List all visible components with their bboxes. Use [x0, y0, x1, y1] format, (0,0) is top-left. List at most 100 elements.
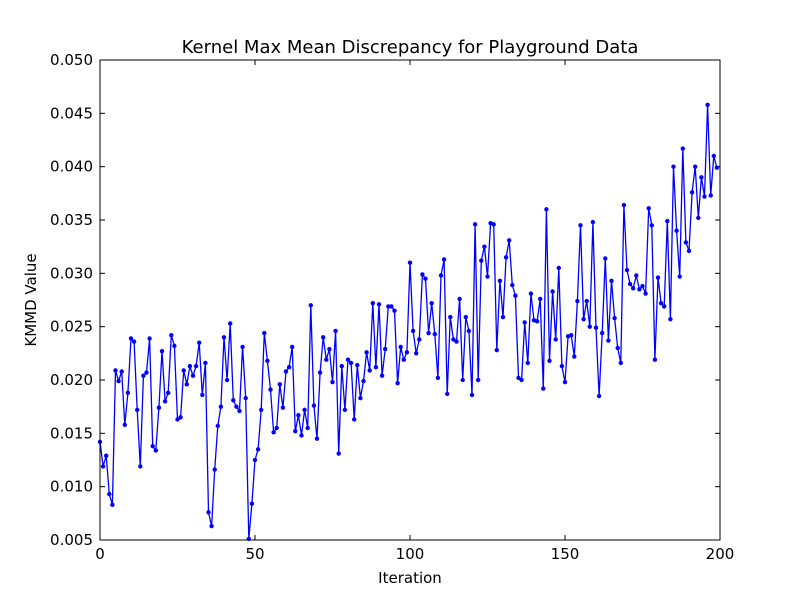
data-point	[252, 457, 258, 463]
data-point	[271, 430, 276, 435]
data-point	[131, 339, 137, 344]
data-point	[342, 407, 348, 413]
data-point	[696, 215, 701, 221]
chart-title: Kernel Max Mean Discrepancy for Playgrou…	[182, 37, 639, 58]
data-point	[534, 319, 540, 324]
data-point	[135, 407, 140, 413]
data-point	[383, 346, 388, 352]
data-point	[373, 365, 379, 370]
data-point	[507, 238, 512, 243]
data-point	[476, 377, 481, 383]
data-point	[662, 304, 667, 309]
data-point	[627, 281, 633, 287]
data-point	[203, 360, 208, 366]
data-point	[237, 408, 242, 414]
data-point	[116, 378, 121, 384]
data-point	[113, 368, 118, 373]
data-point	[218, 404, 224, 409]
data-point	[485, 274, 490, 279]
data-point	[615, 345, 620, 351]
data-point	[693, 164, 698, 169]
data-point	[677, 274, 682, 279]
data-point	[119, 369, 124, 374]
y-tick-label: 0.040	[50, 158, 93, 176]
data-point	[472, 222, 478, 227]
data-point	[441, 257, 447, 262]
data-point	[398, 344, 403, 350]
data-point	[224, 377, 230, 383]
data-point	[497, 278, 503, 283]
data-point	[187, 363, 193, 369]
series-markers	[97, 102, 720, 542]
data-point	[128, 336, 134, 341]
data-point	[634, 273, 639, 278]
data-point	[386, 304, 391, 309]
data-point	[364, 350, 369, 355]
data-point	[280, 405, 286, 410]
x-tick-label: 200	[706, 545, 735, 563]
axis-ticks	[99, 59, 721, 541]
data-point	[680, 146, 685, 151]
data-point	[689, 190, 695, 195]
y-tick-label: 0.020	[50, 371, 93, 389]
data-point	[714, 165, 720, 170]
data-point	[463, 314, 468, 320]
data-point	[438, 273, 444, 278]
y-axis-label: KMMD Value	[22, 253, 40, 346]
data-point	[153, 448, 158, 453]
data-point	[265, 358, 270, 363]
data-point	[243, 395, 248, 401]
data-point	[451, 337, 456, 342]
data-point	[584, 298, 589, 304]
data-point	[184, 382, 189, 387]
data-point	[193, 363, 199, 369]
data-point	[494, 347, 499, 353]
data-point	[655, 275, 661, 280]
data-point	[169, 333, 174, 338]
data-point	[410, 328, 416, 334]
data-point	[104, 453, 109, 458]
data-point	[423, 276, 428, 281]
data-point	[575, 298, 580, 304]
data-point	[674, 228, 679, 233]
x-tick-labels: 0 50 100 150 200	[95, 545, 734, 563]
data-point	[426, 330, 431, 336]
y-tick-label: 0.030	[50, 264, 93, 282]
y-tick-label: 0.045	[50, 104, 93, 122]
data-point	[156, 405, 162, 410]
data-point	[125, 390, 131, 395]
data-point	[500, 314, 506, 320]
data-point	[578, 223, 583, 228]
data-point	[519, 377, 524, 383]
data-point	[417, 337, 422, 342]
data-point	[435, 375, 441, 381]
data-point	[141, 373, 146, 378]
data-point	[553, 337, 558, 342]
data-point	[590, 219, 596, 225]
data-point	[277, 382, 282, 387]
plot-frame	[99, 59, 721, 541]
data-point	[624, 267, 630, 273]
data-point	[460, 377, 465, 383]
data-point	[361, 378, 366, 384]
data-point	[491, 222, 496, 227]
data-point	[376, 302, 382, 307]
data-point	[618, 360, 623, 366]
data-point	[228, 321, 233, 326]
data-point	[348, 360, 354, 366]
data-point	[308, 303, 313, 308]
data-point	[466, 328, 472, 334]
data-point	[404, 350, 410, 355]
data-point	[144, 370, 149, 375]
data-point	[671, 164, 676, 169]
data-point	[110, 502, 115, 507]
data-point	[262, 330, 267, 336]
data-point	[299, 433, 304, 438]
data-point	[603, 256, 608, 261]
data-point	[395, 381, 400, 386]
data-point	[556, 265, 561, 271]
data-point	[429, 301, 434, 306]
data-point	[652, 357, 658, 362]
data-point	[516, 375, 521, 381]
data-point	[324, 357, 329, 362]
